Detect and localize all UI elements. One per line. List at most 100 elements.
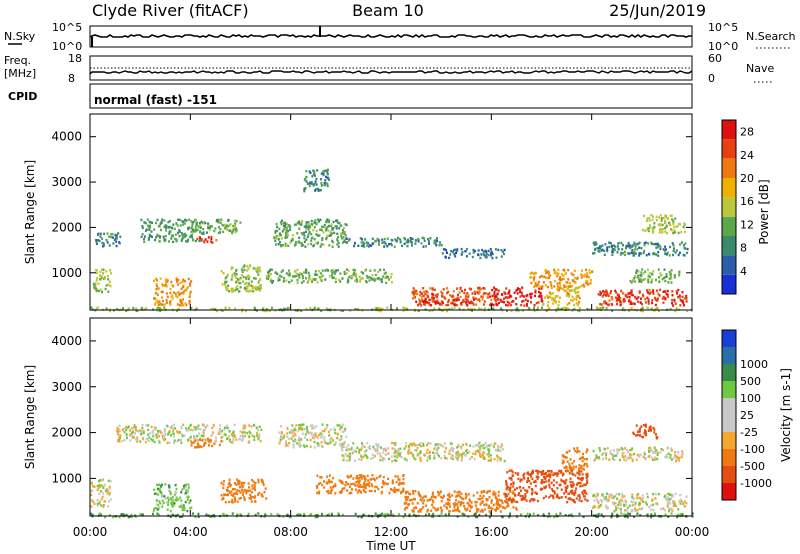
data-cell <box>666 492 669 496</box>
data-cell <box>157 503 160 507</box>
data-cell <box>671 242 674 245</box>
data-cell <box>321 430 324 433</box>
colorbar-tick: 28 <box>740 126 754 139</box>
data-cell <box>663 509 666 512</box>
data-cell <box>185 483 187 486</box>
data-cell <box>669 245 671 249</box>
data-cell <box>434 451 437 455</box>
data-cell <box>563 286 566 289</box>
data-cell <box>411 453 414 456</box>
data-cell <box>203 444 205 447</box>
data-cell <box>155 433 158 436</box>
data-cell <box>570 285 573 288</box>
data-cell <box>379 310 382 313</box>
data-cell <box>256 286 259 289</box>
data-cell <box>170 234 173 237</box>
data-cell <box>172 513 174 516</box>
data-cell <box>567 497 570 501</box>
data-cell <box>415 449 418 452</box>
freq-panel: Freq. [MHz] 18 8 60 0 Nave <box>4 52 774 85</box>
data-cell <box>555 512 558 516</box>
data-cell <box>308 184 311 188</box>
data-cell <box>285 234 288 237</box>
data-cell <box>571 489 574 493</box>
data-cell <box>167 226 170 229</box>
data-cell <box>255 426 258 430</box>
data-cell <box>226 486 229 489</box>
data-cell <box>157 287 160 290</box>
data-cell <box>243 488 246 492</box>
nave-tick-bottom: 0 <box>708 72 715 85</box>
data-cell <box>402 515 405 519</box>
data-cell <box>296 309 299 312</box>
data-cell <box>398 453 401 456</box>
data-cell <box>569 480 572 484</box>
data-cell <box>641 496 644 500</box>
data-cell <box>605 457 608 460</box>
data-cell <box>401 481 404 485</box>
data-cell <box>395 459 398 463</box>
data-cell <box>277 276 280 280</box>
data-cell <box>620 512 623 515</box>
data-cell <box>665 231 668 235</box>
data-cell <box>413 507 416 510</box>
data-cell <box>103 277 106 280</box>
data-cell <box>203 424 205 427</box>
data-cell <box>652 289 654 292</box>
data-cell <box>574 491 577 495</box>
data-cell <box>533 304 536 307</box>
data-cell <box>255 269 258 272</box>
data-cell <box>418 443 421 447</box>
data-cell <box>328 474 331 477</box>
data-cell <box>597 512 600 516</box>
data-cell <box>118 436 121 439</box>
data-cell <box>272 279 275 283</box>
data-cell <box>337 278 340 282</box>
data-cell <box>314 189 317 192</box>
nsky-tick-top: 10^5 <box>52 21 82 34</box>
data-cell <box>599 449 602 452</box>
data-cell <box>407 238 409 242</box>
data-cell <box>529 500 532 503</box>
data-cell <box>674 309 677 313</box>
data-cell <box>466 501 469 505</box>
data-cell <box>166 280 169 284</box>
data-cell <box>253 438 256 441</box>
data-cell <box>679 512 682 516</box>
data-cell <box>608 245 611 249</box>
data-cell <box>523 304 526 307</box>
data-cell <box>435 448 438 451</box>
data-cell <box>347 444 350 447</box>
colorbar-swatch <box>722 178 736 198</box>
data-cell <box>115 234 118 237</box>
data-cell <box>563 306 566 309</box>
data-cell <box>165 285 168 288</box>
data-cell <box>616 497 619 500</box>
data-cell <box>231 287 234 291</box>
data-cell <box>543 481 546 484</box>
data-cell <box>323 480 325 483</box>
data-cell <box>447 299 450 302</box>
data-cell <box>643 249 646 253</box>
data-cell <box>101 290 103 294</box>
data-cell <box>177 283 180 286</box>
data-cell <box>438 491 441 495</box>
data-cell <box>350 491 353 495</box>
data-cell <box>605 452 608 455</box>
data-cell <box>285 442 288 445</box>
data-cell <box>275 236 278 239</box>
data-cell <box>277 279 280 282</box>
data-cell <box>599 498 602 502</box>
data-cell <box>443 494 445 498</box>
data-cell <box>371 453 374 456</box>
data-cell <box>550 470 553 473</box>
data-cell <box>614 248 616 251</box>
data-cell <box>169 492 172 495</box>
data-cell <box>383 268 385 271</box>
data-cell <box>303 237 306 240</box>
data-cell <box>409 493 412 496</box>
data-cell <box>371 278 374 281</box>
data-cell <box>636 493 639 497</box>
data-cell <box>675 225 678 228</box>
data-cell <box>547 301 550 304</box>
